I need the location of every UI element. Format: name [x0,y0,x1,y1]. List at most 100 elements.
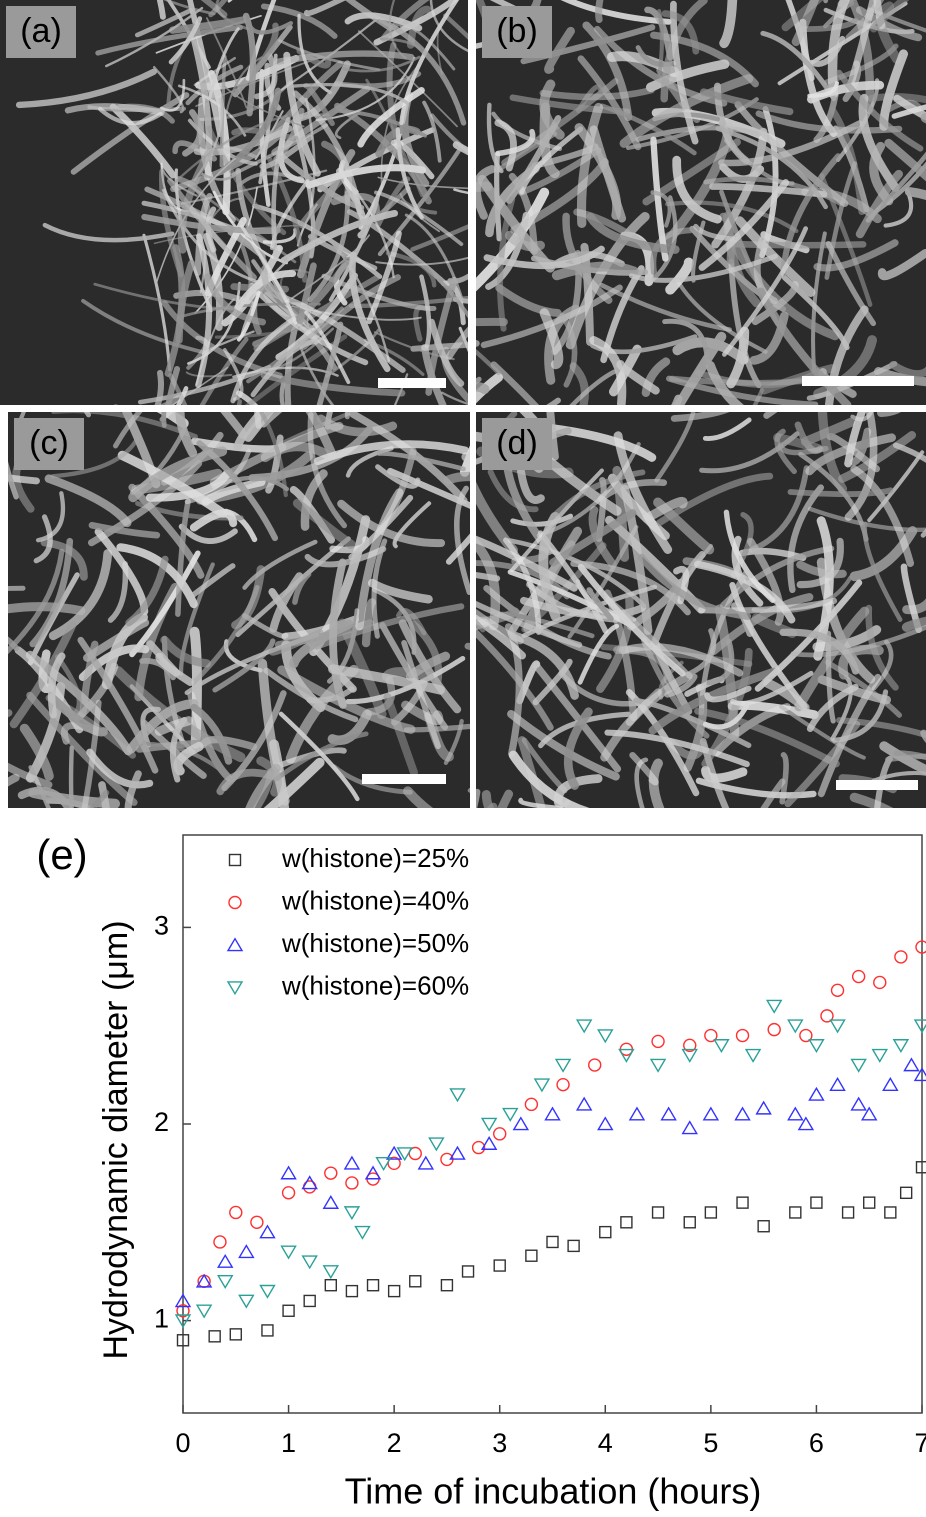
legend-label: w(histone)=60% [281,970,469,1000]
point [704,1108,718,1120]
point [894,1040,908,1052]
point [904,1059,918,1071]
point [282,1167,296,1179]
series [178,1162,926,1346]
panel-label: (c) [29,424,69,462]
point [197,1305,211,1317]
fiber [0,713,9,719]
point [901,1187,912,1198]
point [526,1250,537,1261]
point [368,1280,379,1291]
point [630,1108,644,1120]
point [494,1260,505,1271]
point [463,1266,474,1277]
point [589,1059,601,1071]
point [214,1236,226,1248]
point [736,1108,750,1120]
point [811,1197,822,1208]
point [831,1020,845,1032]
legend-marker [228,939,242,951]
x-tick-label: 2 [387,1428,402,1458]
point [429,1138,443,1150]
point [768,1024,780,1036]
point [684,1217,695,1228]
point [874,976,886,988]
point [262,1325,273,1336]
point [598,1030,612,1042]
point [239,1295,253,1307]
chart: (e) Time of incubation (hours) Hydrodyna… [36,831,926,1511]
y-tick-label: 2 [154,1107,169,1137]
point [389,1286,400,1297]
point [746,1050,760,1062]
point [873,1050,887,1062]
legend-label: w(histone)=40% [281,885,469,915]
point [852,1098,866,1110]
point [556,1059,570,1071]
x-tick-label: 5 [703,1428,718,1458]
point [345,1157,359,1169]
point [218,1276,232,1288]
point [482,1118,496,1130]
point [304,1295,315,1306]
x-tick-label: 3 [492,1428,507,1458]
legend-marker [229,897,241,909]
point [788,1108,802,1120]
point [577,1020,591,1032]
y-tick-label: 3 [154,911,169,941]
y-axis-label: Hydrodynamic diameter (μm) [97,920,135,1359]
panel-label: (d) [496,424,538,462]
point [419,1157,433,1169]
point [651,1059,665,1071]
point [652,1035,664,1047]
point [757,1102,771,1114]
point [525,1098,537,1110]
point [705,1207,716,1218]
x-axis-label: Time of incubation (hours) [345,1471,762,1512]
point [852,1059,866,1071]
point [209,1331,220,1342]
point [737,1197,748,1208]
point [714,1040,728,1052]
point [600,1227,611,1238]
point [915,1020,926,1032]
point [568,1240,579,1251]
point [441,1280,452,1291]
scale-bar [836,780,918,790]
panel-label: (b) [496,12,538,50]
point [324,1266,338,1278]
series [176,1000,926,1326]
legend-marker [230,855,241,866]
point [239,1245,253,1257]
point [503,1109,517,1121]
point [621,1217,632,1228]
sem-panels: (a) (b) (c) (d) [0,0,926,915]
point [832,984,844,996]
x-tick-label: 4 [598,1428,613,1458]
scale-bar [802,376,914,386]
point [230,1329,241,1340]
point [282,1246,296,1258]
panel-label: (a) [20,12,62,50]
point [218,1255,232,1267]
x-tick-label: 6 [809,1428,824,1458]
point [303,1256,317,1268]
point [883,1078,897,1090]
chart-title: (e) [36,831,87,878]
point [346,1177,358,1189]
fiber [888,756,926,760]
point [557,1079,569,1091]
point [790,1207,801,1218]
point [535,1079,549,1091]
point [767,1000,781,1012]
point [345,1207,359,1219]
plot-frame [183,835,922,1413]
legend-marker [228,982,242,994]
x-tick-label: 7 [914,1428,926,1458]
x-tick-label: 1 [281,1428,296,1458]
series [176,1059,926,1307]
point [831,1078,845,1090]
point [325,1280,336,1291]
point [788,1020,802,1032]
point [230,1206,242,1218]
